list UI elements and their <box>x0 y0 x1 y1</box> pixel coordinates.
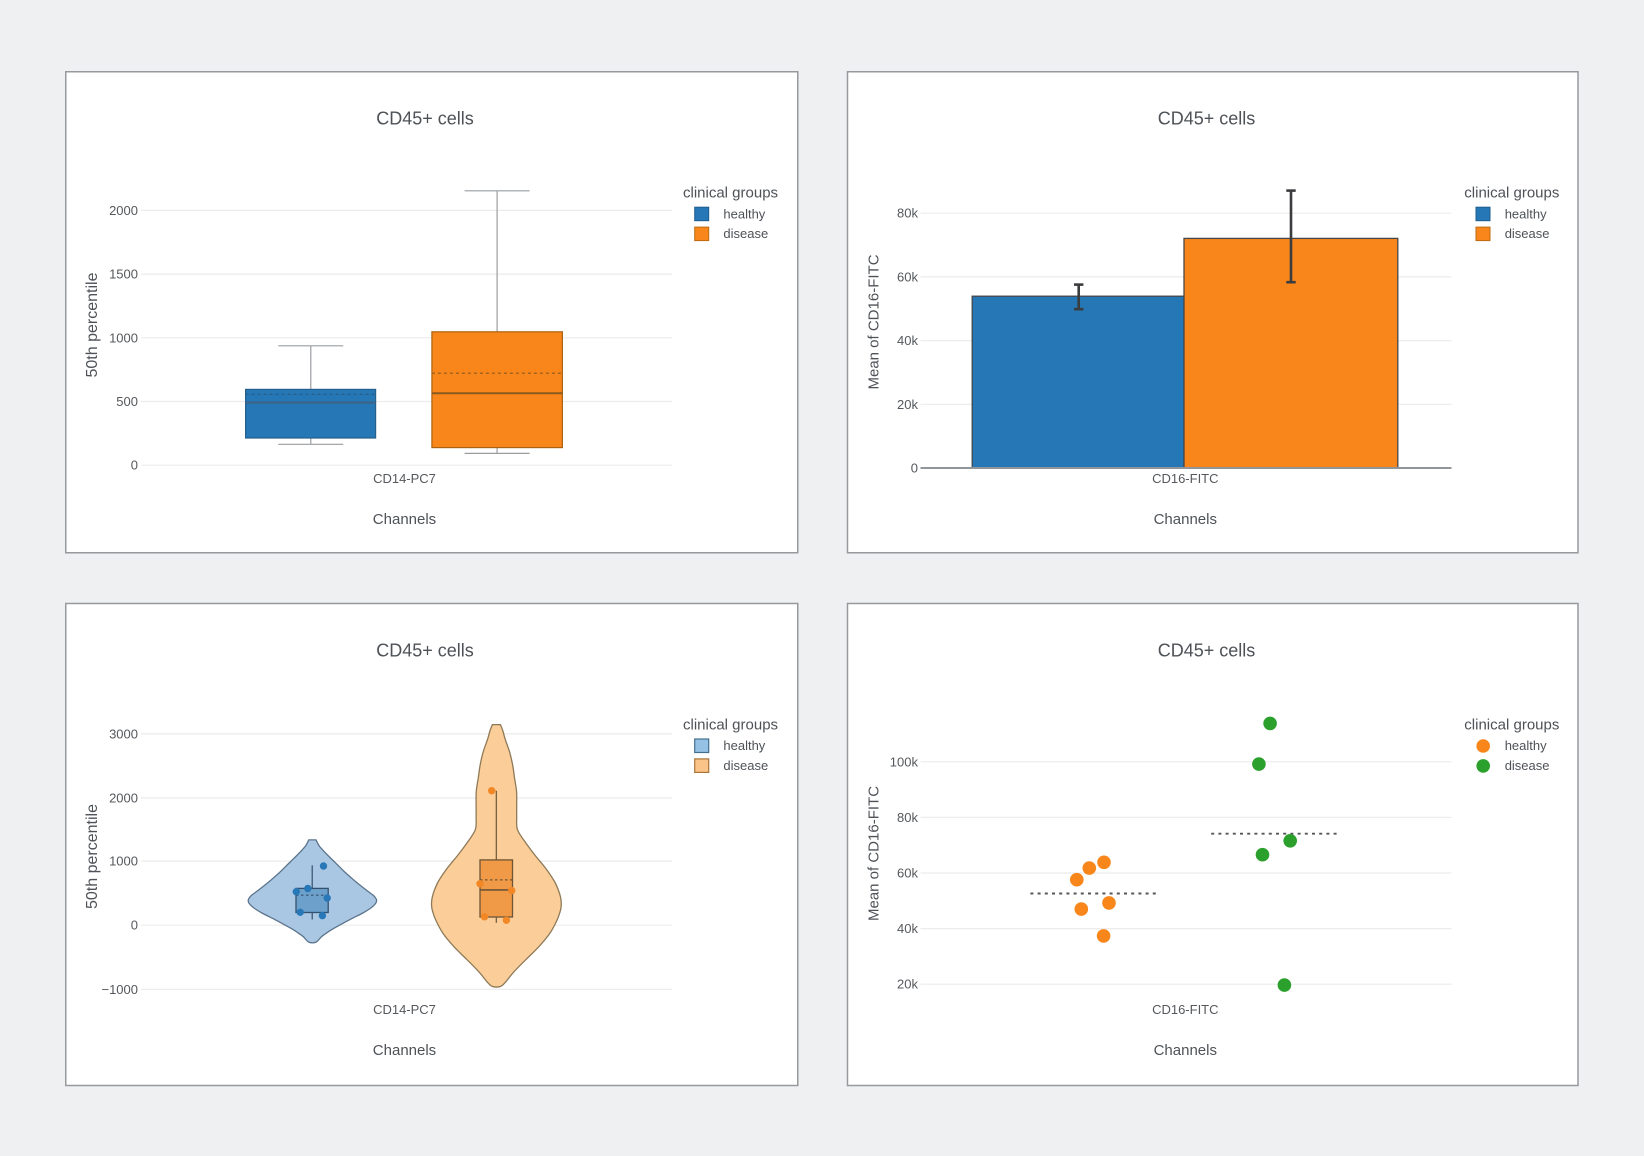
svg-text:Mean of CD16-FITC: Mean of CD16-FITC <box>866 786 883 921</box>
svg-text:40k: 40k <box>897 333 918 348</box>
svg-text:CD45+ cells: CD45+ cells <box>376 109 474 129</box>
svg-text:clinical groups: clinical groups <box>683 185 778 202</box>
svg-text:CD14-PC7: CD14-PC7 <box>373 471 436 486</box>
svg-text:1000: 1000 <box>109 854 138 869</box>
svg-text:healthy: healthy <box>723 206 765 221</box>
svg-text:80k: 80k <box>897 810 918 825</box>
svg-text:1000: 1000 <box>109 330 138 345</box>
svg-text:50th percentile: 50th percentile <box>84 272 101 377</box>
svg-text:500: 500 <box>116 394 138 409</box>
svg-text:disease: disease <box>723 758 768 773</box>
svg-text:healthy: healthy <box>1505 206 1547 221</box>
svg-text:20k: 20k <box>897 977 918 992</box>
svg-text:healthy: healthy <box>1505 738 1547 753</box>
svg-text:CD16-FITC: CD16-FITC <box>1152 1002 1218 1017</box>
svg-text:clinical groups: clinical groups <box>683 716 778 733</box>
svg-text:CD16-FITC: CD16-FITC <box>1152 471 1218 486</box>
svg-text:disease: disease <box>1505 758 1550 773</box>
svg-text:clinical groups: clinical groups <box>1464 716 1559 733</box>
svg-text:disease: disease <box>1505 226 1550 241</box>
svg-text:0: 0 <box>131 458 138 473</box>
svg-text:2000: 2000 <box>109 791 138 806</box>
svg-text:CD45+ cells: CD45+ cells <box>376 640 474 660</box>
svg-text:healthy: healthy <box>723 738 765 753</box>
svg-text:CD45+ cells: CD45+ cells <box>1158 109 1256 129</box>
svg-text:disease: disease <box>723 226 768 241</box>
svg-text:Channels: Channels <box>373 511 436 528</box>
svg-text:clinical groups: clinical groups <box>1464 185 1559 202</box>
svg-text:Channels: Channels <box>1154 1042 1217 1059</box>
svg-text:50th percentile: 50th percentile <box>84 804 101 909</box>
svg-text:Channels: Channels <box>373 1042 436 1059</box>
svg-text:80k: 80k <box>897 206 918 221</box>
svg-text:2000: 2000 <box>109 203 138 218</box>
svg-text:60k: 60k <box>897 269 918 284</box>
svg-text:0: 0 <box>911 461 918 476</box>
svg-text:60k: 60k <box>897 866 918 881</box>
svg-text:40k: 40k <box>897 921 918 936</box>
svg-text:−1000: −1000 <box>101 982 138 997</box>
svg-text:100k: 100k <box>890 754 919 769</box>
svg-text:CD14-PC7: CD14-PC7 <box>373 1002 436 1017</box>
svg-text:Channels: Channels <box>1154 511 1217 528</box>
svg-text:1500: 1500 <box>109 267 138 282</box>
svg-text:CD45+ cells: CD45+ cells <box>1158 640 1256 660</box>
svg-text:3000: 3000 <box>109 726 138 741</box>
svg-text:Mean of CD16-FITC: Mean of CD16-FITC <box>866 254 883 389</box>
svg-text:0: 0 <box>131 918 138 933</box>
svg-text:20k: 20k <box>897 397 918 412</box>
